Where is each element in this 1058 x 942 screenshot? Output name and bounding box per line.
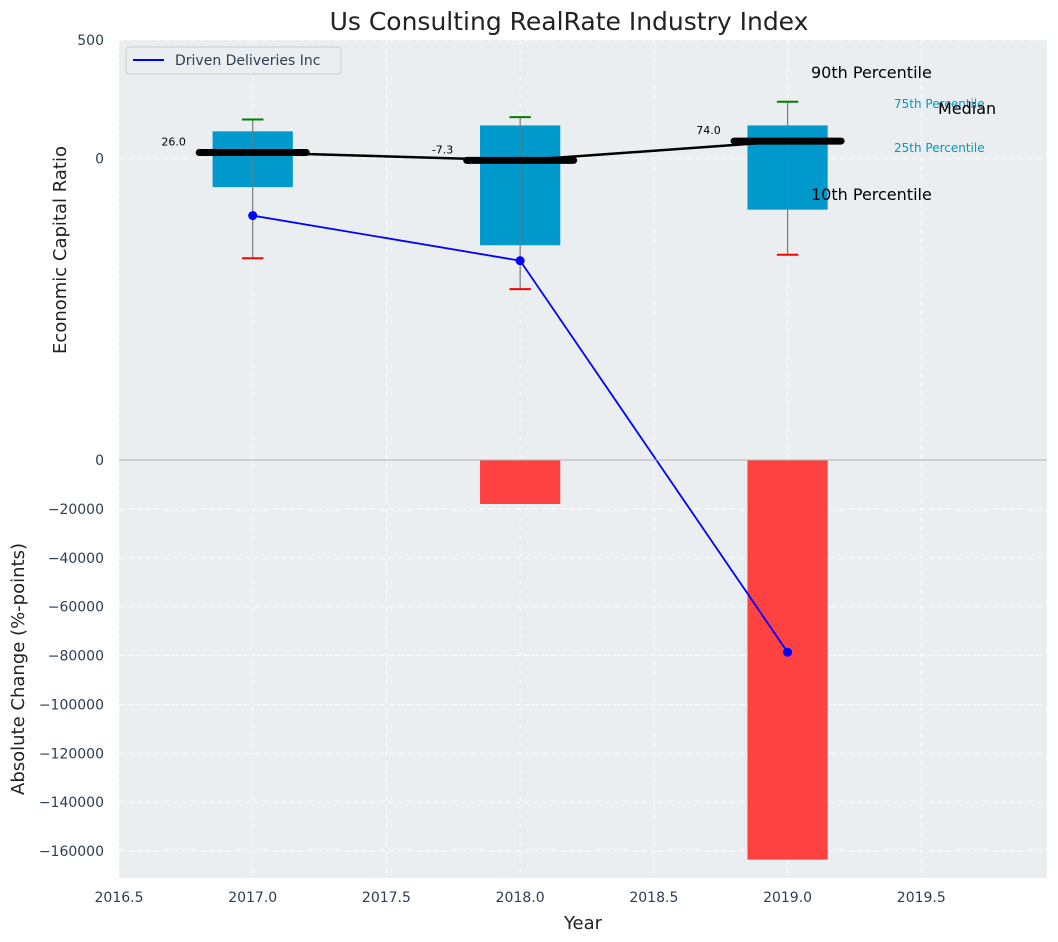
p75-annotation: 75th Percentile xyxy=(894,97,985,111)
bottom-y-tick-label: −140000 xyxy=(39,795,104,811)
legend-label: Driven Deliveries Inc xyxy=(175,53,320,69)
bottom-y-tick-label: −60000 xyxy=(48,600,104,616)
x-tick-label: 2017.0 xyxy=(228,890,277,906)
bottom-y-tick-label: −40000 xyxy=(48,551,104,567)
change-bar xyxy=(480,460,561,504)
top-y-tick-label: 500 xyxy=(77,33,104,49)
top-y-axis-label: Economic Capital Ratio xyxy=(50,146,71,354)
median-value-label: 74.0 xyxy=(696,124,721,137)
bottom-y-tick-label: −20000 xyxy=(48,502,104,518)
bottom-y-tick-label: −120000 xyxy=(39,746,104,762)
bottom-y-tick-label: 0 xyxy=(95,453,104,469)
x-axis-label: Year xyxy=(563,913,603,934)
company-series-point xyxy=(515,256,525,266)
x-tick-label: 2017.5 xyxy=(362,890,411,906)
p90-annotation: 90th Percentile xyxy=(811,63,932,82)
x-tick-label: 2019.5 xyxy=(897,890,946,906)
top-y-tick-label: 0 xyxy=(95,152,104,168)
x-tick-label: 2018.0 xyxy=(496,890,545,906)
bottom-y-tick-label: −100000 xyxy=(39,697,104,713)
legend-box xyxy=(125,46,342,75)
change-bar xyxy=(747,460,828,860)
company-series-point xyxy=(248,211,258,221)
p10-annotation: 10th Percentile xyxy=(811,185,932,204)
bottom-plot-area xyxy=(119,460,1047,878)
bottom-y-tick-label: −160000 xyxy=(39,844,104,860)
median-trend-line xyxy=(252,139,788,162)
top-plot-area xyxy=(119,40,1047,460)
median-annotation: Median xyxy=(938,99,996,118)
bottom-y-axis-label: Absolute Change (%-points) xyxy=(8,543,29,795)
legend: Driven Deliveries Inc xyxy=(125,46,342,75)
chart-title: Us Consulting RealRate Industry Index xyxy=(330,7,809,36)
median-value-label: 26.0 xyxy=(161,135,186,148)
x-tick-label: 2016.5 xyxy=(95,890,144,906)
x-tick-label: 2018.5 xyxy=(629,890,678,906)
x-tick-label: 2019.0 xyxy=(763,890,812,906)
median-value-label: -7.3 xyxy=(432,143,453,156)
p25-annotation: 25th Percentile xyxy=(894,141,985,155)
bottom-y-tick-label: −80000 xyxy=(48,649,104,665)
company-series-point xyxy=(783,647,793,657)
